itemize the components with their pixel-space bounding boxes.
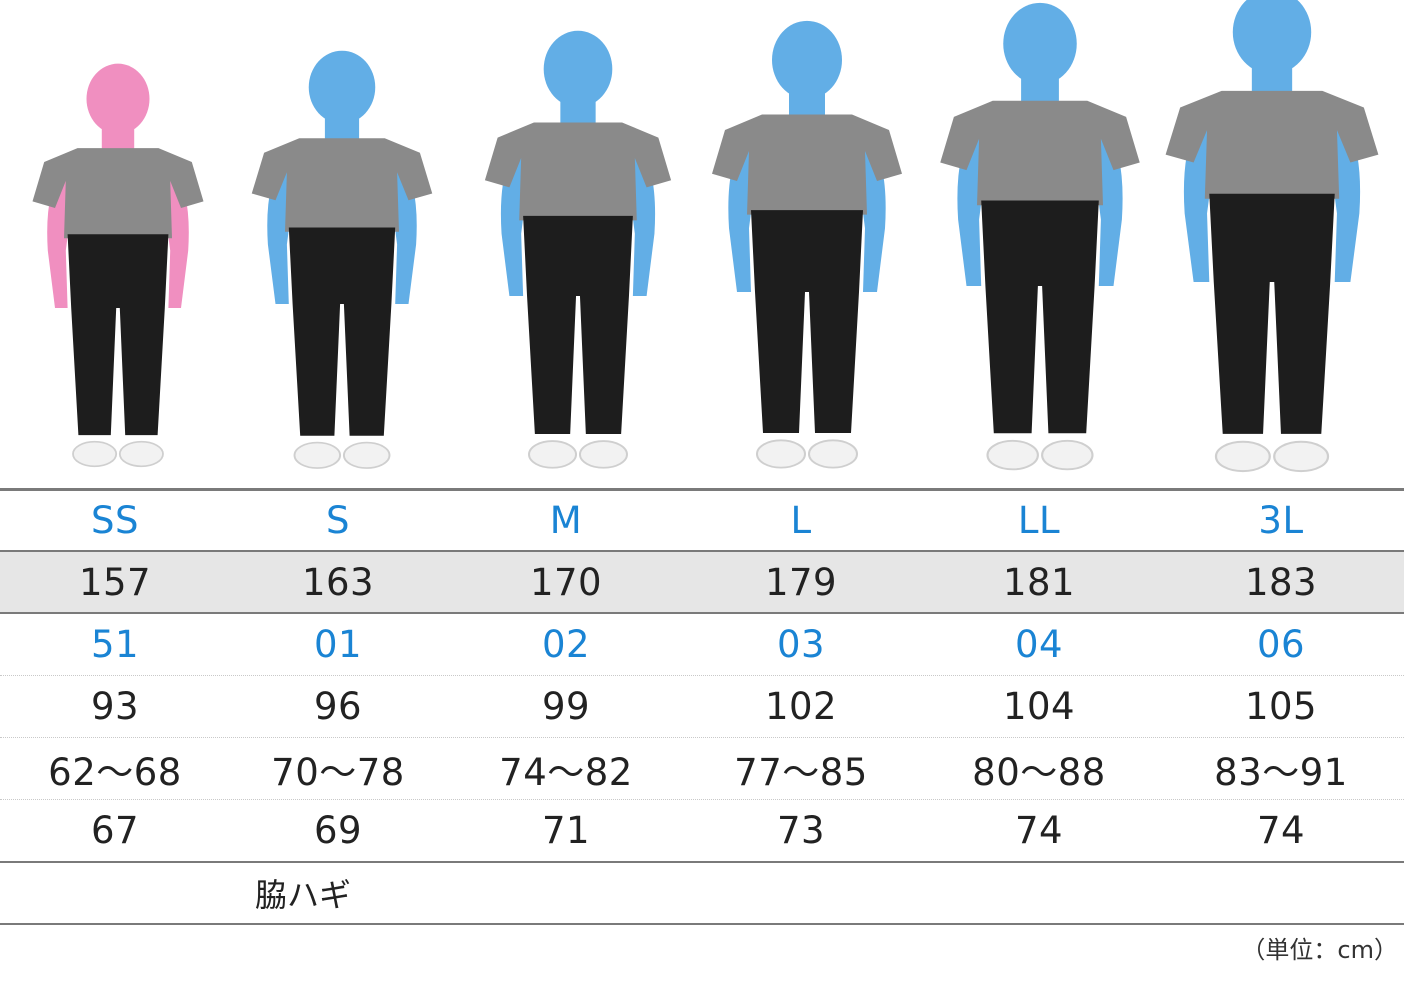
- size-cell: S: [326, 499, 350, 542]
- table-cell: 99: [541, 685, 591, 728]
- table-cell: 74～82: [499, 750, 633, 794]
- table-row: 62～68 70～78 74～82 77～85 80～88 83～91: [0, 738, 1404, 800]
- table-cell: 73: [776, 809, 826, 852]
- table-cell: 02: [541, 623, 591, 666]
- size-cell: M: [549, 499, 583, 542]
- table-cell: 74: [1014, 809, 1064, 852]
- figure-m: [483, 29, 673, 469]
- table-cell: 04: [1014, 623, 1064, 666]
- height-row: 157 163 170 179 181 183: [0, 552, 1404, 614]
- size-cell: L: [790, 499, 812, 542]
- code-row: 51 01 02 03 04 06: [0, 614, 1404, 676]
- size-cell: LL: [1017, 499, 1061, 542]
- note-text: 脇ハギ: [255, 876, 352, 914]
- table-row: 93 96 99 102 104 105: [0, 676, 1404, 738]
- table-cell: 03: [776, 623, 826, 666]
- table-cell: 102: [764, 685, 838, 728]
- unit-label: （単位：cm）: [1241, 936, 1398, 964]
- table-cell: 83～91: [1214, 750, 1348, 794]
- table-cell: 170: [529, 560, 603, 604]
- table-cell: 69: [313, 809, 363, 852]
- table-cell: 74: [1256, 809, 1306, 852]
- note-row: 脇ハギ: [0, 863, 1404, 925]
- size-row: SS S M L LL 3L: [0, 488, 1404, 552]
- model-figures: [0, 0, 1412, 488]
- table-cell: 67: [90, 809, 140, 852]
- table-cell: 179: [764, 560, 838, 604]
- table-cell: 181: [1002, 560, 1076, 604]
- table-cell: 96: [313, 685, 363, 728]
- table-cell: 62～68: [48, 750, 182, 794]
- table-cell: 06: [1256, 623, 1306, 666]
- table-row: 67 69 71 73 74 74: [0, 800, 1404, 863]
- table-cell: 01: [313, 623, 363, 666]
- figure-s: [250, 49, 434, 469]
- figure-ss: [31, 62, 205, 468]
- figure-3l: [1164, 0, 1380, 473]
- table-cell: 163: [301, 560, 375, 604]
- table-cell: 70～78: [271, 750, 405, 794]
- model-figures-svg: [31, 0, 1380, 473]
- table-cell: 51: [90, 623, 140, 666]
- size-cell: 3L: [1258, 499, 1304, 542]
- table-cell: 80～88: [972, 750, 1106, 794]
- table-cell: 105: [1244, 685, 1318, 728]
- table-cell: 157: [78, 560, 152, 604]
- figure-ll: [939, 1, 1141, 471]
- size-cell: SS: [91, 499, 139, 542]
- table-cell: 93: [90, 685, 140, 728]
- table-cell: 77～85: [734, 750, 868, 794]
- table-cell: 71: [541, 809, 591, 852]
- table-cell: 104: [1002, 685, 1076, 728]
- table-cell: 183: [1244, 560, 1318, 604]
- figure-l: [711, 19, 903, 469]
- size-table: SS S M L LL 3L 157 163 170 179 181 183 5…: [0, 488, 1404, 925]
